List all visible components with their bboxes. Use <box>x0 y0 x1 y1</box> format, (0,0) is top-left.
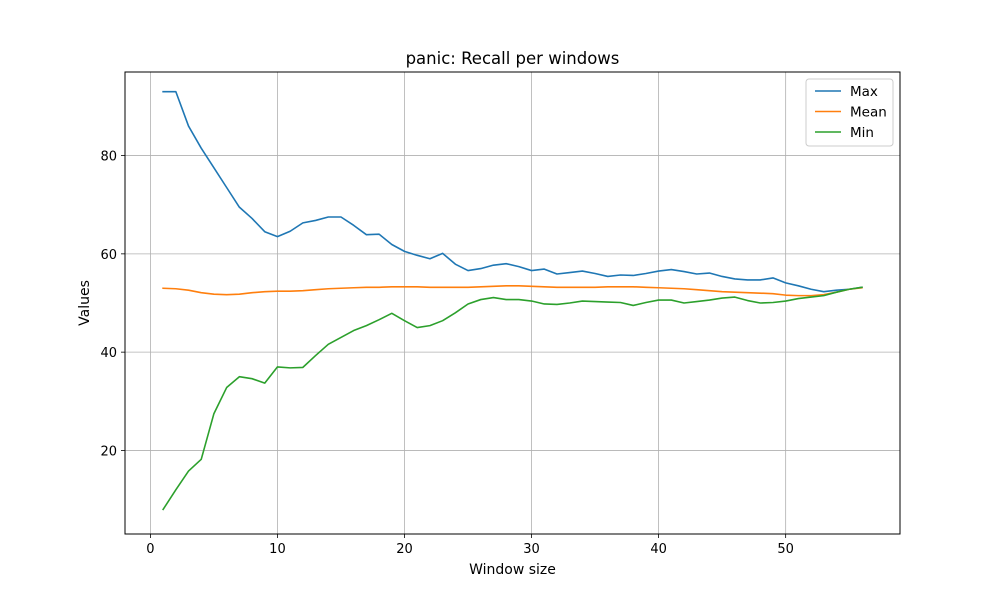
legend: Max Mean Min <box>805 78 894 147</box>
legend-label-min: Min <box>850 125 874 141</box>
y-tick-label: 20 <box>100 444 117 459</box>
legend-label-mean: Mean <box>850 105 887 121</box>
y-tick-label: 40 <box>100 346 117 361</box>
series-lines <box>162 90 863 511</box>
x-tick-label: 30 <box>523 542 540 557</box>
legend-box <box>805 78 894 147</box>
y-tick-label: 80 <box>100 150 117 165</box>
x-tick-label: 20 <box>396 542 413 557</box>
x-tick-label: 10 <box>269 542 286 557</box>
plot-frame <box>124 71 901 535</box>
series-line-min <box>162 286 863 511</box>
legend-label-max: Max <box>850 84 878 100</box>
x-tick-label: 50 <box>777 542 794 557</box>
chart-title: panic: Recall per windows <box>406 49 620 68</box>
x-axis-label: Window size <box>469 562 556 578</box>
series-line-mean <box>162 284 863 297</box>
x-tick-label: 0 <box>146 542 154 557</box>
axis-ticks: 0 10 20 30 40 50 20 40 60 80 <box>100 150 793 557</box>
x-tick-label: 40 <box>650 542 667 557</box>
y-axis-label: Values <box>77 280 93 326</box>
series-line-max <box>162 90 863 293</box>
grid-lines <box>125 72 900 534</box>
y-tick-label: 60 <box>100 248 117 263</box>
